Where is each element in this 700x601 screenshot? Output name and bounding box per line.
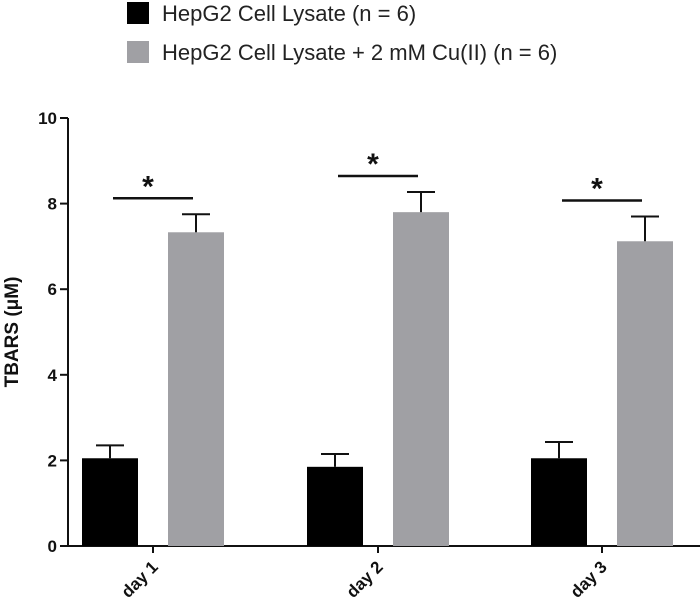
y-tick-label-2: 2 xyxy=(48,451,57,470)
bar-series2-3 xyxy=(617,241,673,546)
y-tick-label-10: 10 xyxy=(38,109,57,128)
x-tick-label-3: day 3 xyxy=(567,557,611,601)
legend-label-2: HepG2 Cell Lysate + 2 mM Cu(II) (n = 6) xyxy=(162,40,557,65)
bar-series1-3 xyxy=(531,458,587,546)
legend-swatch-1 xyxy=(127,2,149,24)
bar-series2-2 xyxy=(393,212,449,546)
y-axis: 0 2 4 6 8 10 TBARS (μM) xyxy=(2,109,69,556)
x-tick-label-1: day 1 xyxy=(118,557,162,601)
x-tick-label-2: day 2 xyxy=(343,557,387,601)
significance-star-2: * xyxy=(367,148,379,181)
y-tick-label-4: 4 xyxy=(48,366,58,385)
bars xyxy=(82,191,673,546)
y-tick-label-8: 8 xyxy=(48,195,57,214)
significance-star-3: * xyxy=(591,172,603,205)
y-tick-label-6: 6 xyxy=(48,280,57,299)
x-axis: day 1 day 2 day 3 xyxy=(68,545,700,601)
y-axis-label: TBARS (μM) xyxy=(2,277,23,388)
bar-series1-2 xyxy=(307,466,363,546)
legend: HepG2 Cell Lysate (n = 6) HepG2 Cell Lysa… xyxy=(127,1,557,65)
bar-series1-1 xyxy=(82,458,138,546)
legend-label-1: HepG2 Cell Lysate (n = 6) xyxy=(162,1,416,26)
legend-swatch-2 xyxy=(127,41,149,63)
bar-series2-1 xyxy=(168,232,224,546)
significance-star-1: * xyxy=(142,170,154,203)
y-tick-label-0: 0 xyxy=(48,537,57,556)
significance-markers: * * * xyxy=(113,148,642,205)
